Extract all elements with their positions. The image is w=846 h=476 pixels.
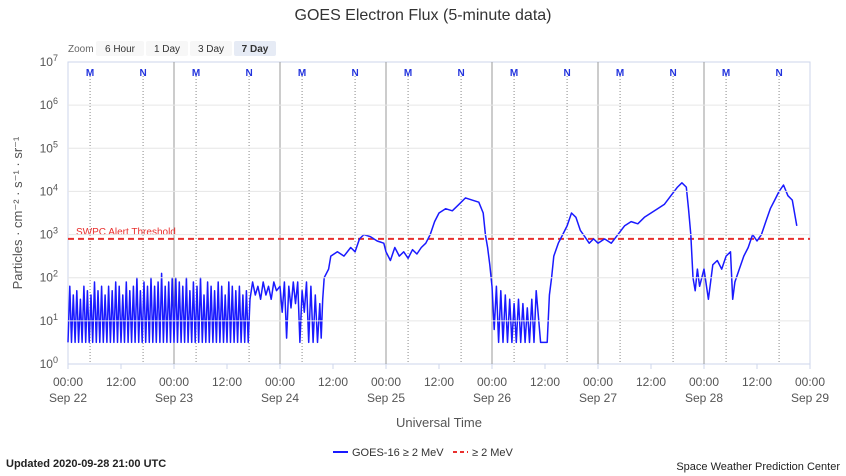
x-tick-time: 00:00: [795, 375, 825, 389]
x-tick-time: 00:00: [371, 375, 401, 389]
x-tick-date: Sep 28: [685, 391, 723, 405]
x-tick-time: 00:00: [583, 375, 613, 389]
zoom-label: Zoom: [68, 44, 94, 55]
marker-label: M: [86, 68, 94, 79]
x-tick-time: 12:00: [106, 375, 136, 389]
x-tick-date: Sep 26: [473, 391, 511, 405]
y-tick-label: 107: [40, 53, 58, 69]
x-tick-time: 12:00: [318, 375, 348, 389]
credit-text: Space Weather Prediction Center: [676, 461, 840, 473]
marker-label: M: [722, 68, 730, 79]
y-tick-label: 101: [40, 312, 58, 328]
x-tick-time: 00:00: [689, 375, 719, 389]
marker-label: N: [139, 68, 146, 79]
updated-timestamp: Updated 2020-09-28 21:00 UTC: [6, 458, 167, 470]
marker-label: M: [616, 68, 624, 79]
threshold-label: SWPC Alert Threshold: [76, 227, 176, 238]
marker-label: M: [192, 68, 200, 79]
marker-label: M: [404, 68, 412, 79]
y-tick-label: 104: [40, 182, 58, 198]
marker-label: N: [669, 68, 676, 79]
x-tick-time: 12:00: [212, 375, 242, 389]
marker-label: N: [351, 68, 358, 79]
zoom-button-1-day[interactable]: 1 Day: [146, 41, 188, 56]
legend-label-goes16[interactable]: GOES-16 ≥ 2 MeV: [352, 447, 444, 459]
zoom-button-7-day[interactable]: 7 Day: [234, 41, 276, 56]
x-tick-date: Sep 27: [579, 391, 617, 405]
x-tick-time: 00:00: [159, 375, 189, 389]
zoom-button-6-hour[interactable]: 6 Hour: [96, 41, 144, 56]
zoom-button-bg: [96, 41, 144, 56]
marker-label: M: [510, 68, 518, 79]
y-tick-label: 103: [40, 226, 58, 242]
zoom-button-bg: [190, 41, 232, 56]
x-tick-time: 00:00: [477, 375, 507, 389]
marker-label: N: [563, 68, 570, 79]
y-tick-label: 105: [40, 139, 58, 155]
zoom-button-3-day[interactable]: 3 Day: [190, 41, 232, 56]
marker-label: N: [457, 68, 464, 79]
legend-label-2mev[interactable]: ≥ 2 MeV: [472, 447, 514, 459]
x-tick-time: 12:00: [530, 375, 560, 389]
marker-label: N: [775, 68, 782, 79]
marker-label: N: [245, 68, 252, 79]
zoom-button-bg: [146, 41, 188, 56]
x-tick-time: 00:00: [265, 375, 295, 389]
x-tick-time: 12:00: [636, 375, 666, 389]
x-tick-date: Sep 24: [261, 391, 299, 405]
x-axis-title: Universal Time: [396, 415, 482, 430]
marker-label: M: [298, 68, 306, 79]
x-tick-time: 12:00: [742, 375, 772, 389]
y-tick-label: 100: [40, 355, 58, 371]
x-tick-time: 12:00: [424, 375, 454, 389]
zoom-button-label: 3 Day: [198, 44, 224, 55]
x-tick-date: Sep 23: [155, 391, 193, 405]
zoom-button-label: 6 Hour: [105, 44, 136, 55]
series-goes16-line: [67, 182, 798, 344]
legend: GOES-16 ≥ 2 MeV ≥ 2 MeV: [333, 447, 514, 459]
zoom-button-bg: [234, 41, 276, 56]
zoom-bar: Zoom 6 Hour 1 Day 3 Day 7 Day: [68, 41, 276, 56]
x-tick-date: Sep 25: [367, 391, 405, 405]
y-tick-label: 106: [40, 96, 58, 112]
y-axis-title: Particles · cm⁻² · s⁻¹ · sr⁻¹: [10, 136, 25, 289]
x-tick-time: 00:00: [53, 375, 83, 389]
zoom-button-label: 1 Day: [154, 44, 180, 55]
chart-title: GOES Electron Flux (5-minute data): [295, 7, 552, 24]
x-tick-date: Sep 29: [791, 391, 829, 405]
x-tick-date: Sep 22: [49, 391, 87, 405]
zoom-button-label: 7 Day: [242, 44, 269, 55]
y-tick-label: 102: [40, 269, 58, 285]
